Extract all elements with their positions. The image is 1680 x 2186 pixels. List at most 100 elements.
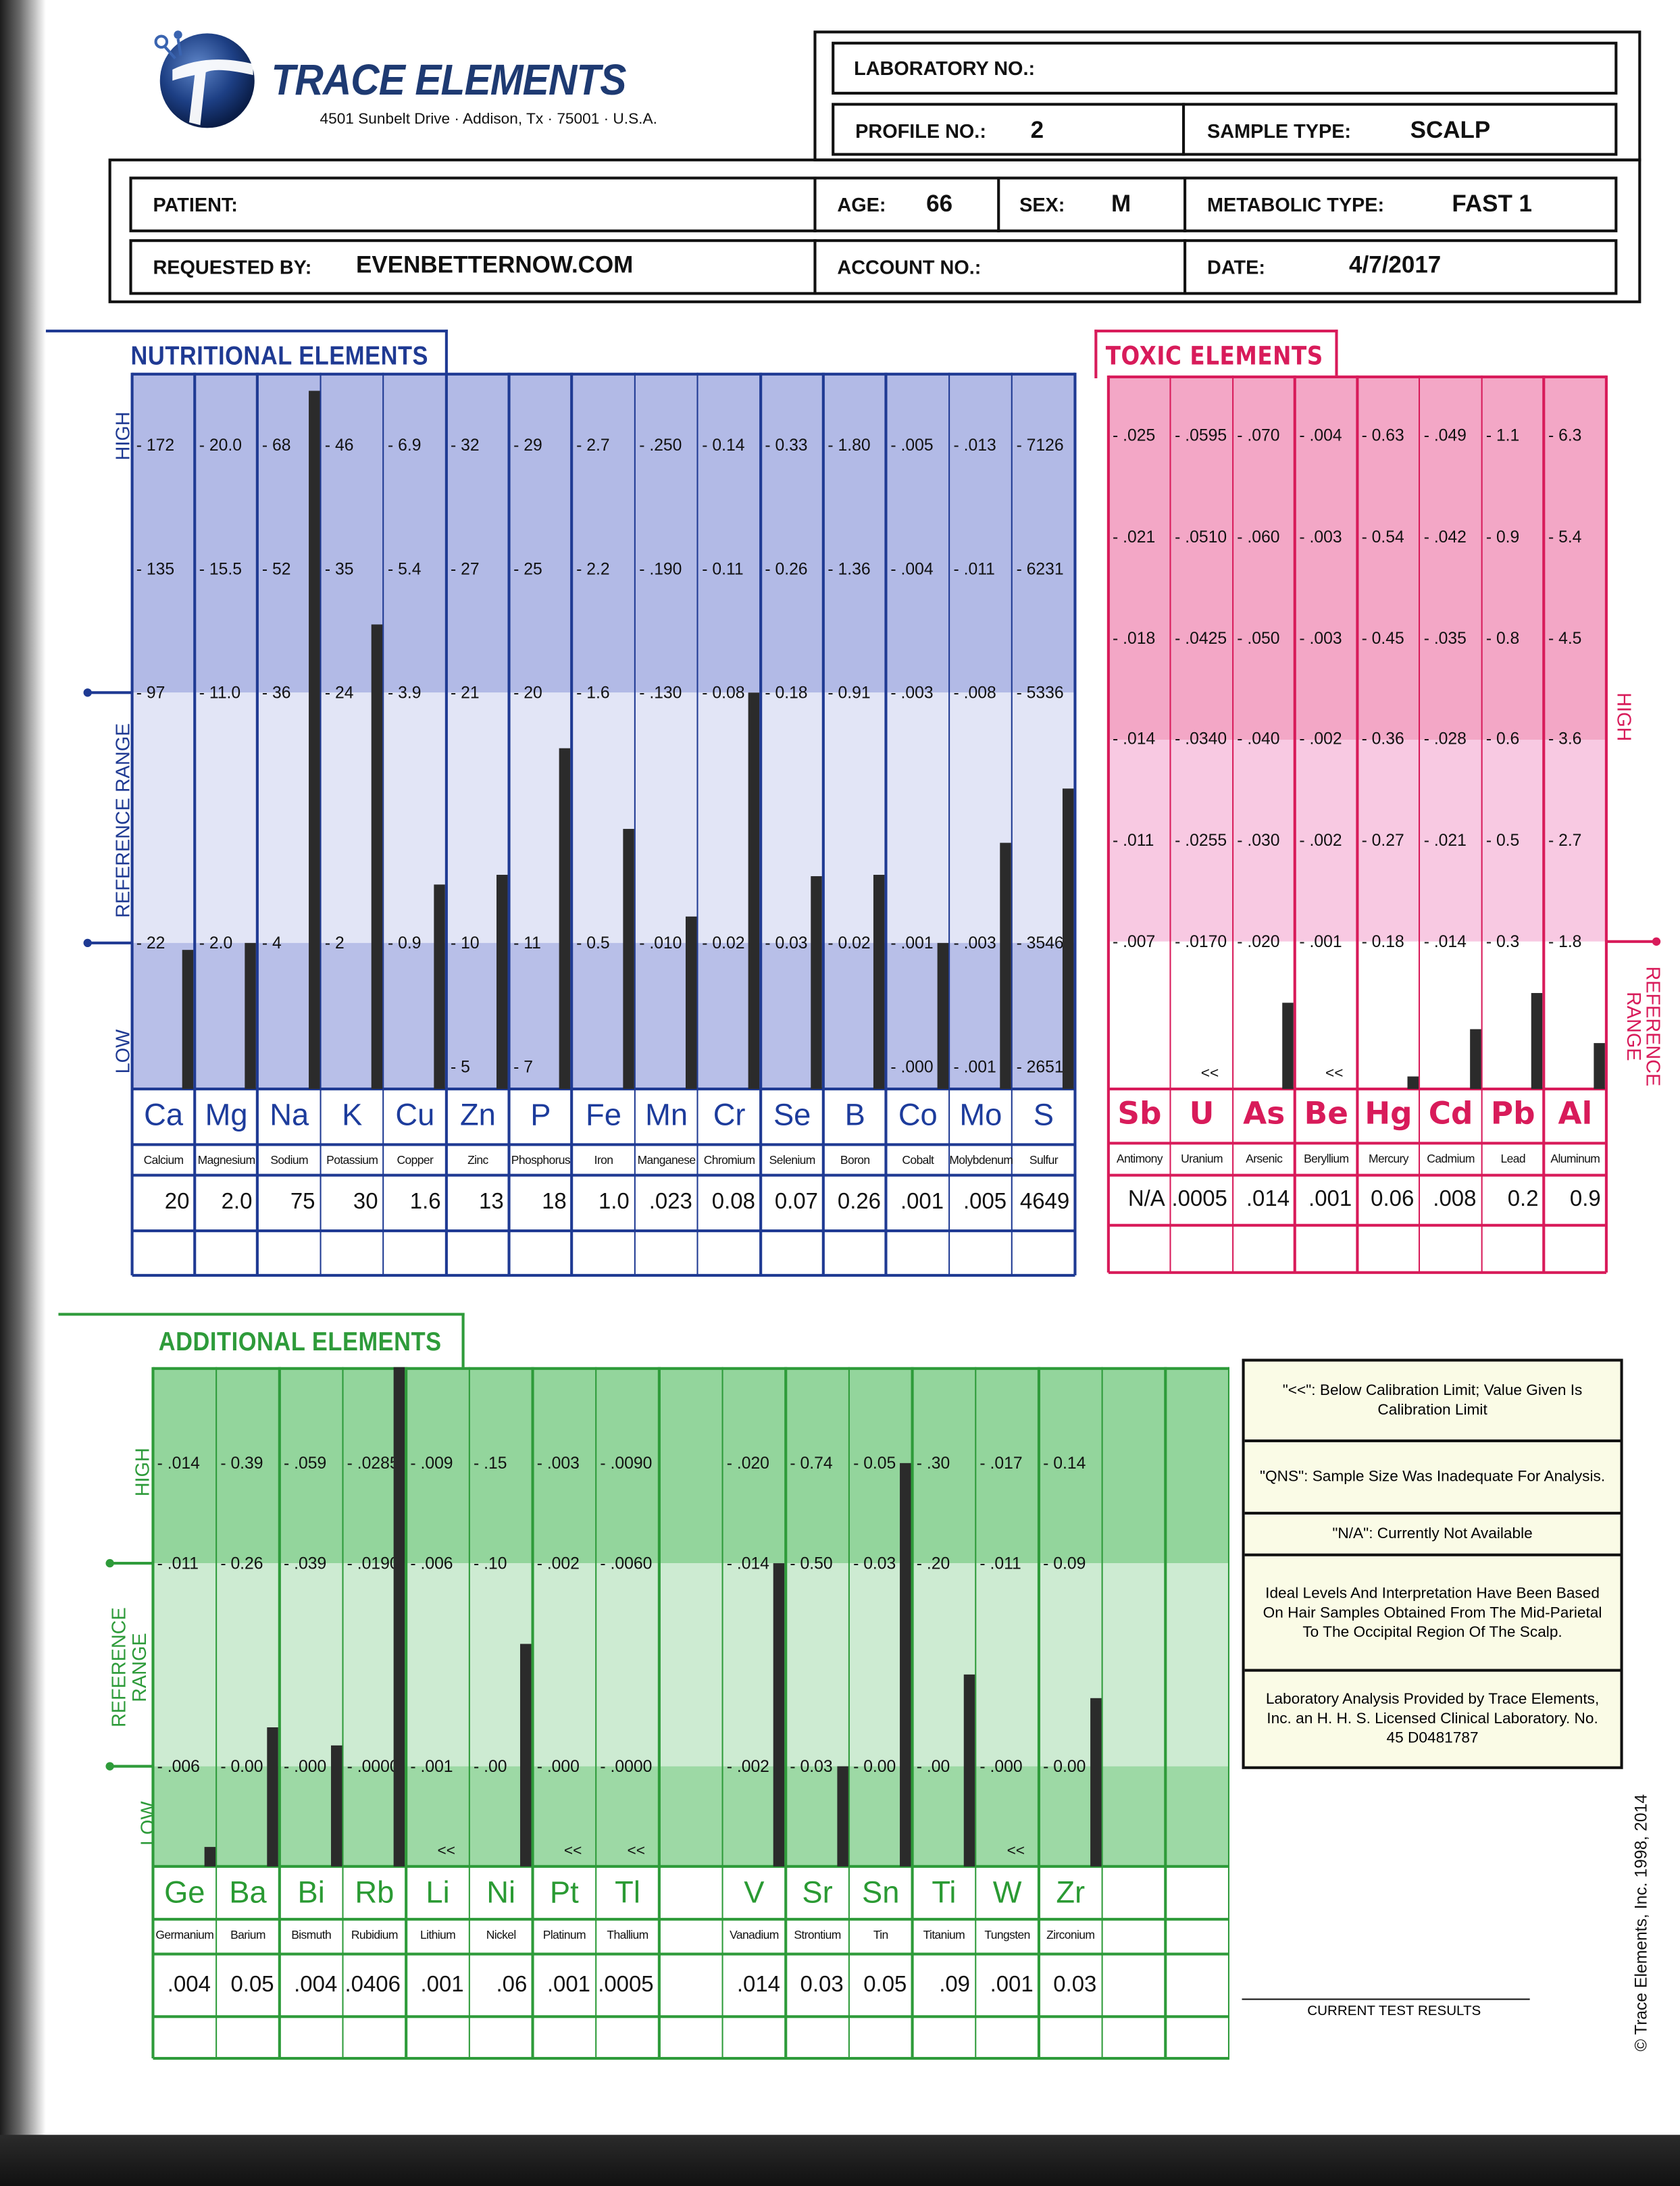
sn-name: Tin	[873, 1927, 888, 1942]
bi-result-value: .004	[294, 1973, 338, 1998]
column-gridline	[1480, 375, 1483, 1273]
tick-value: 0.5	[1496, 830, 1520, 850]
fe-result-value: 1.0	[598, 1190, 630, 1215]
tick-mark: -	[726, 1756, 737, 1777]
tick-value: .014	[167, 1453, 200, 1473]
al-symbol: Al	[1558, 1097, 1593, 1132]
table-rule	[153, 2056, 1229, 2060]
table-rule	[153, 1952, 1229, 1956]
tick-value: 6231	[1026, 559, 1064, 579]
tick-value: 3.9	[398, 682, 422, 703]
mg-tick-label: - 20.0	[199, 435, 242, 455]
tick-value: 1.6	[586, 682, 610, 703]
tick-mark: -	[513, 1057, 524, 1077]
co-tick-label: - .004	[890, 559, 933, 579]
pb-tick-label: - 0.5	[1486, 830, 1519, 850]
tick-value: 2.7	[586, 435, 610, 455]
al-tick-label: - 1.8	[1548, 932, 1581, 951]
chart-band	[132, 372, 1075, 693]
tick-mark: -	[639, 933, 650, 953]
pb-name: Lead	[1500, 1151, 1525, 1166]
tick-value: 7	[524, 1057, 533, 1077]
tick-value: 3546	[1026, 933, 1064, 953]
pt-below-calibration-marker: <<	[563, 1842, 582, 1860]
ti-result-value: .09	[939, 1973, 971, 1998]
company-address: 4501 Sunbelt Drive · Addison, Tx · 75001…	[320, 111, 657, 128]
tick-mark: -	[1423, 830, 1434, 850]
rb-result-bar	[393, 1367, 405, 1866]
tick-value: .0510	[1185, 527, 1227, 547]
tick-value: .021	[1123, 527, 1156, 547]
sb-tick-label: - .018	[1113, 629, 1155, 649]
ti-tick-label: - .20	[917, 1554, 950, 1573]
as-tick-label: - .050	[1237, 629, 1279, 649]
na-tick-label: - 68	[262, 435, 291, 455]
tick-mark: -	[1361, 425, 1372, 445]
tick-value: 6.3	[1558, 425, 1582, 445]
tick-mark: -	[513, 682, 524, 703]
w-tick-label: - .000	[979, 1756, 1022, 1776]
tick-mark: -	[953, 1057, 964, 1077]
tick-value: 0.18	[1371, 932, 1404, 952]
tick-mark: -	[261, 933, 272, 953]
tick-mark: -	[157, 1453, 168, 1473]
k-result-bar	[371, 625, 382, 1090]
column-gridline	[1037, 1367, 1040, 2059]
column-gridline	[974, 1367, 977, 2059]
tick-mark: -	[410, 1553, 421, 1573]
u-tick-label: - .0595	[1175, 426, 1227, 445]
s-name: Sulfur	[1029, 1152, 1059, 1167]
tick-mark: -	[702, 933, 713, 953]
tick-value: .001	[420, 1756, 453, 1777]
pt-tick-label: - .003	[537, 1453, 580, 1473]
ba-result-value: 0.05	[230, 1973, 274, 1998]
profile-no-value: 2	[1030, 116, 1044, 144]
scan-shadow	[0, 2135, 1680, 2186]
current-test-results-label: CURRENT TEST RESULTS	[1307, 2004, 1481, 2020]
tick-value: .042	[1433, 527, 1467, 547]
tick-value: 5	[461, 1057, 470, 1077]
tick-mark: -	[702, 559, 713, 579]
tick-mark: -	[828, 559, 838, 579]
tick-value: 5.4	[398, 559, 422, 579]
toxic-tab	[1094, 329, 1338, 378]
tick-mark: -	[890, 559, 901, 579]
tick-mark: -	[1237, 932, 1248, 952]
lab-no-label: LABORATORY NO.:	[854, 57, 1036, 80]
tick-value: 7126	[1026, 435, 1064, 455]
mn-tick-label: - .250	[639, 435, 682, 455]
tick-mark: -	[157, 1553, 168, 1573]
na-tick-label: - 4	[262, 933, 282, 952]
tick-value: .014	[1123, 728, 1156, 748]
column-gridline	[721, 1367, 723, 2059]
ba-tick-label: - 0.26	[220, 1554, 263, 1573]
mo-tick-label: - .013	[954, 435, 996, 455]
current-results-line	[1242, 1998, 1530, 2000]
ba-tick-label: - 0.00	[220, 1756, 263, 1776]
tick-mark: -	[451, 435, 461, 455]
column-gridline	[1100, 1367, 1103, 2059]
ni-symbol: Ni	[486, 1875, 516, 1910]
tick-value: 1.36	[838, 559, 871, 579]
sr-name: Strontium	[794, 1927, 841, 1942]
v-tick-label: - .002	[727, 1756, 769, 1776]
ni-tick-label: - .15	[474, 1453, 507, 1473]
tick-value: 0.08	[712, 682, 745, 703]
pt-result-value: .001	[546, 1973, 590, 1998]
column-gridline	[319, 372, 322, 1275]
tick-mark: -	[136, 435, 147, 455]
mg-tick-label: - 15.5	[199, 559, 242, 579]
tick-value: 27	[461, 559, 480, 579]
tick-mark: -	[765, 435, 775, 455]
v-symbol: V	[744, 1875, 765, 1910]
sn-result-bar	[900, 1463, 911, 1866]
brand-name: TRACE ELEMENTS	[271, 55, 626, 105]
tick-mark: -	[853, 1453, 864, 1473]
divider	[813, 239, 817, 295]
toxic-reference-label: REFERENCE RANGE	[1623, 966, 1665, 1087]
tick-value: .0190	[357, 1553, 399, 1573]
hg-tick-label: - 0.63	[1362, 426, 1404, 445]
fe-tick-label: - 0.5	[576, 933, 609, 952]
tick-value: 0.05	[863, 1453, 896, 1473]
legend-note-below-calibration: "<<": Below Calibration Limit; Value Giv…	[1244, 1362, 1621, 1442]
